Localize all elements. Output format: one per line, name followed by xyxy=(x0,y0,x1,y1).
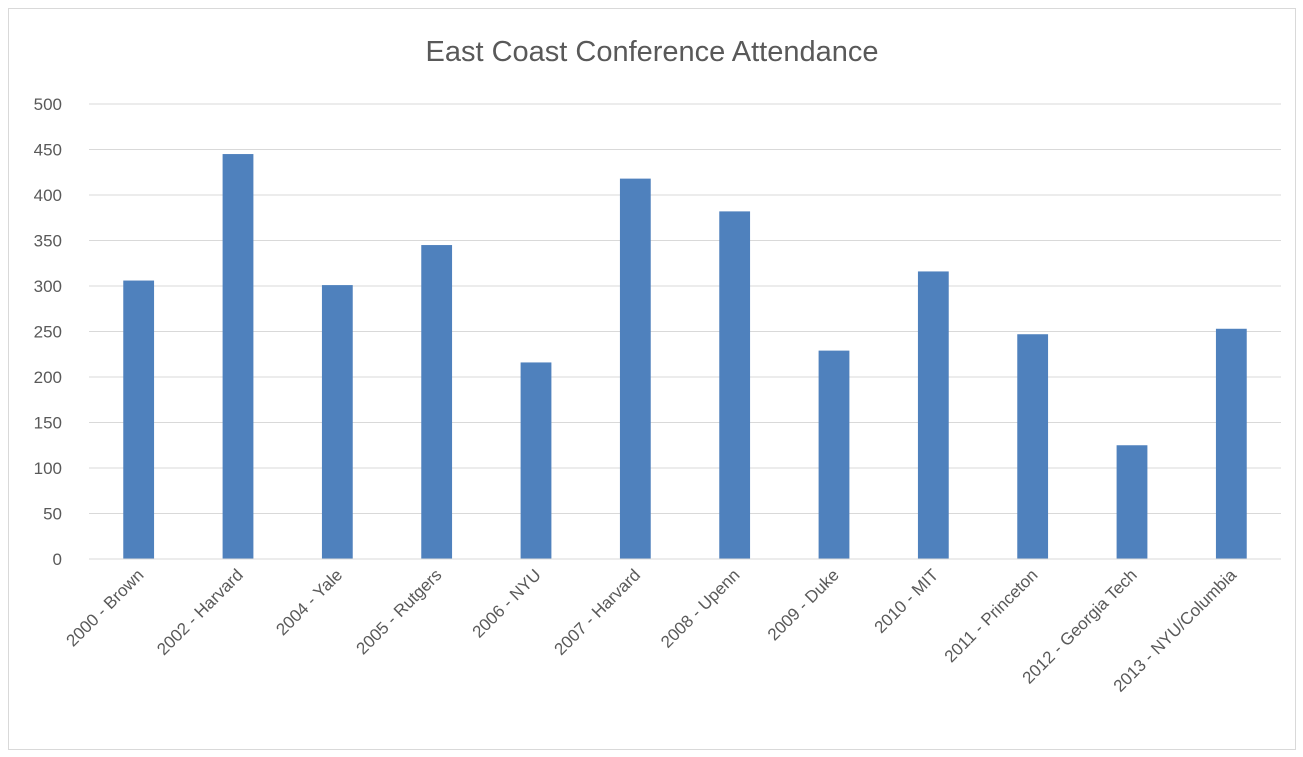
x-tick-label: 2006 - NYU xyxy=(469,565,545,641)
x-tick-label: 2009 - Duke xyxy=(764,565,843,644)
y-tick-label: 400 xyxy=(34,186,62,205)
bar xyxy=(1017,334,1049,559)
bar xyxy=(1215,328,1247,559)
bar xyxy=(520,362,552,559)
y-tick-label: 200 xyxy=(34,368,62,387)
bar xyxy=(818,350,850,559)
x-tick-label: 2007 - Harvard xyxy=(551,565,645,659)
chart-plot-area: 0 50 100 150 200 250 300 350 400 450 500 2000 - Bro… xyxy=(34,95,1281,696)
x-tick-label: 2005 - Rutgers xyxy=(353,565,446,658)
chart-frame: East Coast Conference Attendance 0 50 100 1… xyxy=(8,8,1296,750)
y-tick-label: 150 xyxy=(34,414,62,433)
bar xyxy=(1116,445,1148,559)
x-tick-label: 2004 - Yale xyxy=(272,565,346,639)
y-tick-label: 300 xyxy=(34,277,62,296)
y-tick-label: 500 xyxy=(34,95,62,114)
bar xyxy=(719,211,751,559)
bar xyxy=(123,280,155,559)
bar xyxy=(619,178,651,559)
x-tick-label: 2002 - Harvard xyxy=(153,565,247,659)
y-tick-label: 100 xyxy=(34,459,62,478)
x-tick-label: 2011 - Princeton xyxy=(941,565,1042,666)
bar xyxy=(222,154,254,560)
y-tick-label: 250 xyxy=(34,323,62,342)
x-tick-label: 2008 - Upenn xyxy=(657,565,743,651)
bar xyxy=(917,271,949,559)
y-tick-label: 350 xyxy=(34,232,62,251)
x-tick-label: 2000 - Brown xyxy=(63,565,148,650)
chart-title: East Coast Conference Attendance xyxy=(425,36,879,68)
bar xyxy=(421,245,453,560)
y-tick-label: 50 xyxy=(43,505,62,524)
x-tick-label: 2010 - MIT xyxy=(871,565,943,637)
bar xyxy=(321,285,353,559)
y-tick-label: 450 xyxy=(34,141,62,160)
y-tick-label: 0 xyxy=(53,550,62,569)
